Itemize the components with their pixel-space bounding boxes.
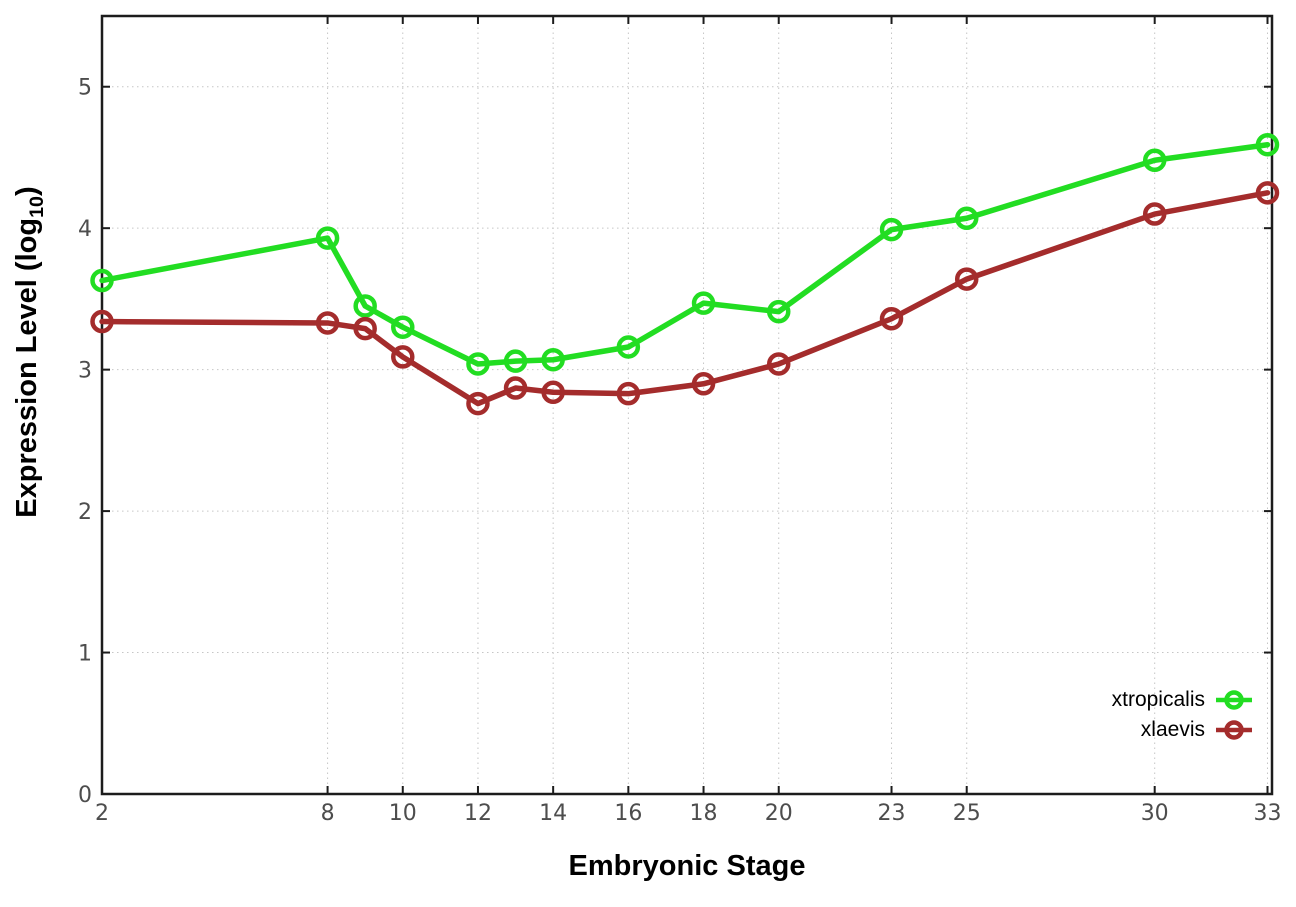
series-line-xlaevis <box>99 190 1271 407</box>
data-point-xlaevis <box>1255 181 1280 205</box>
x-axis-title: Embryonic Stage <box>568 850 806 882</box>
data-point-xtropicalis <box>466 352 490 376</box>
data-point-xtropicalis <box>541 347 565 372</box>
data-point-xlaevis <box>616 381 641 406</box>
x-tick-label: 18 <box>690 801 718 826</box>
data-point-xlaevis <box>954 267 979 291</box>
data-point-xlaevis <box>353 316 377 341</box>
data-point-xlaevis <box>391 345 415 369</box>
data-point-xlaevis <box>90 309 114 334</box>
data-point-xtropicalis <box>879 217 904 242</box>
x-tick-label: 10 <box>389 801 417 826</box>
x-tick-label: 23 <box>878 801 906 826</box>
x-tick-label: 12 <box>464 801 492 826</box>
plot-border <box>100 14 1274 796</box>
x-tick-label: 8 <box>321 801 335 826</box>
data-point-xlaevis <box>315 311 340 335</box>
y-tick-label: 5 <box>78 76 92 101</box>
data-point-xtropicalis <box>90 268 114 293</box>
x-tick-label: 14 <box>539 801 567 826</box>
y-axis-title-subscript: 10 <box>25 196 48 218</box>
x-tick-label: 33 <box>1253 801 1281 826</box>
data-point-xlaevis <box>879 306 904 331</box>
y-tick-label: 1 <box>78 642 92 667</box>
data-point-xtropicalis <box>1255 132 1280 157</box>
data-point-xtropicalis <box>503 349 528 373</box>
x-tick-label: 16 <box>614 801 642 826</box>
data-point-xtropicalis <box>391 315 415 339</box>
data-point-xtropicalis <box>315 226 340 250</box>
data-point-xtropicalis <box>954 206 979 231</box>
series-line-xtropicalis <box>99 141 1271 367</box>
legend-marker-icon <box>1216 720 1252 740</box>
y-tick-label: 0 <box>78 783 92 808</box>
x-tick-label: 20 <box>765 801 793 826</box>
y-tick-label: 3 <box>78 359 92 384</box>
legend-entry-xlaevis: xlaevis <box>1112 717 1253 743</box>
legend: xtropicalis xlaevis <box>1112 687 1253 743</box>
data-point-xtropicalis <box>766 299 791 324</box>
x-tick-label: 30 <box>1141 801 1169 826</box>
data-point-xlaevis <box>1142 202 1167 226</box>
y-tick-label: 2 <box>78 500 92 525</box>
data-point-xlaevis <box>503 376 528 400</box>
data-point-xtropicalis <box>691 291 716 315</box>
legend-label-xtropicalis: xtropicalis <box>1111 688 1205 711</box>
y-tick-label: 4 <box>78 217 92 242</box>
data-point-xlaevis <box>466 391 490 416</box>
data-point-xtropicalis <box>353 294 377 318</box>
legend-label-xlaevis: xlaevis <box>1140 718 1205 741</box>
data-point-xlaevis <box>691 372 716 396</box>
data-point-xlaevis <box>541 380 565 405</box>
y-axis-title-close: ) <box>11 186 43 196</box>
x-tick-label: 25 <box>953 801 981 826</box>
data-point-xlaevis <box>766 352 791 376</box>
x-tick-label: 2 <box>95 801 109 826</box>
y-axis-title-text: Expression Level (log <box>11 217 43 518</box>
y-axis-title: Expression Level (log10) <box>11 112 55 592</box>
data-point-xtropicalis <box>616 335 641 359</box>
data-point-xtropicalis <box>1142 148 1167 173</box>
legend-entry-xtropicalis: xtropicalis <box>1112 687 1253 713</box>
legend-marker-icon <box>1216 690 1252 710</box>
